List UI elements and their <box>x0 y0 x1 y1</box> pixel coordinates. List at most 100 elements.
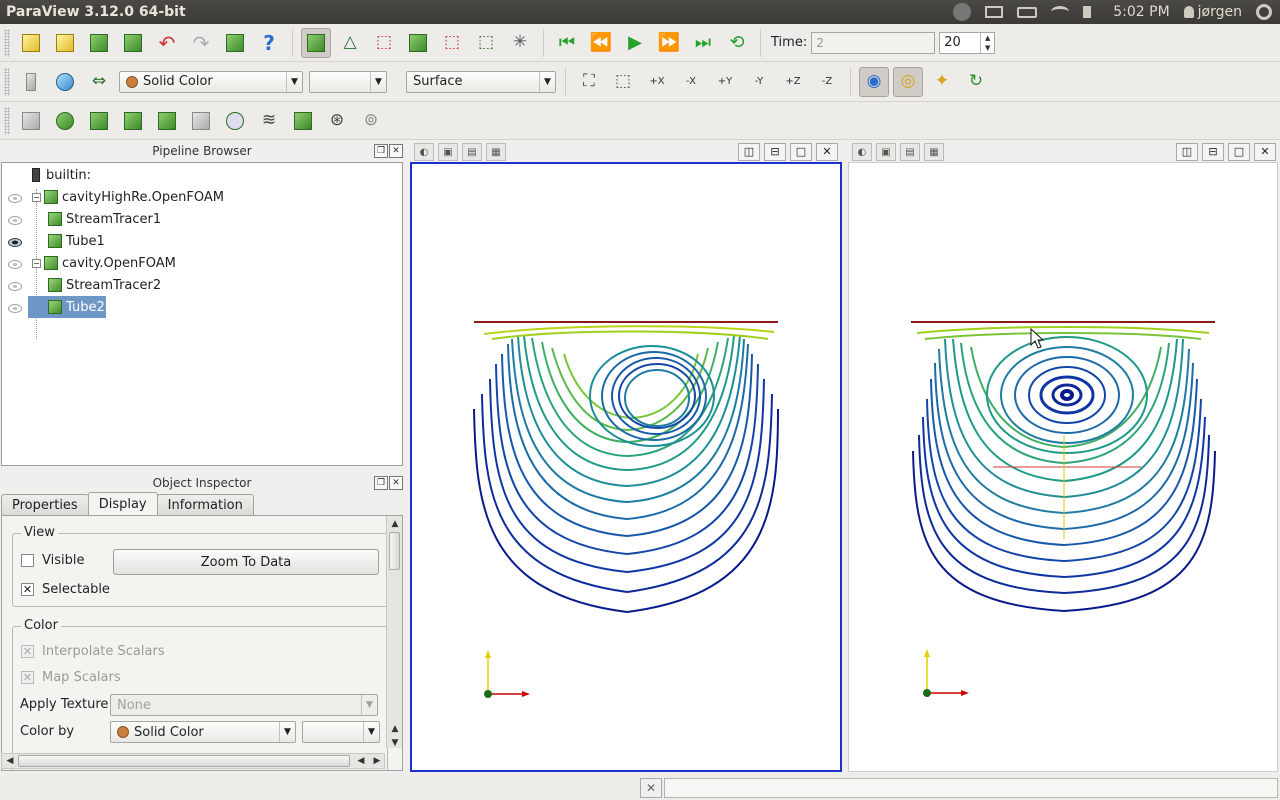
extract-subset-button[interactable] <box>186 106 216 136</box>
spotify-icon[interactable] <box>953 3 972 21</box>
select-block-button[interactable]: ⬚ <box>471 28 501 58</box>
render-canvas-2[interactable] <box>849 163 1277 769</box>
toggle-color-legend-button[interactable] <box>16 67 46 97</box>
abort-icon[interactable]: ✕ <box>640 778 662 798</box>
previous-frame-button[interactable]: ⏪ <box>586 28 616 58</box>
split-vertical-icon[interactable]: ⊟ <box>764 143 786 161</box>
split-horizontal-icon[interactable]: ◫ <box>738 143 760 161</box>
open-button[interactable] <box>16 28 46 58</box>
user-menu[interactable]: jørgen <box>1183 4 1242 20</box>
spin-arrows[interactable]: ▲ ▼ <box>980 32 994 53</box>
tree-item-streamtracer2[interactable]: StreamTracer2 <box>48 274 161 296</box>
toolbar-grip[interactable] <box>4 28 10 57</box>
color-component-combo[interactable]: ▼ <box>302 721 380 743</box>
representation-combo[interactable]: Surface ▼ <box>406 70 556 93</box>
redo-button[interactable]: ↷ <box>186 28 216 58</box>
view-spreadsheet-icon[interactable]: ▤ <box>462 143 482 161</box>
collapse-icon[interactable]: − <box>32 192 41 202</box>
reset-center-button[interactable]: ◎ <box>893 66 923 97</box>
inspector-vertical-scrollbar[interactable]: ▲ ▲ ▼ <box>386 516 402 748</box>
color-by-panel-combo[interactable]: Solid Color ▼ <box>110 721 296 743</box>
volume-icon[interactable] <box>1083 6 1099 18</box>
tree-item-tube1[interactable]: Tube1 <box>48 230 105 252</box>
battery-icon[interactable] <box>1017 6 1038 18</box>
color-by-combo[interactable]: Solid Color ▼ <box>119 70 303 93</box>
tab-properties[interactable]: Properties <box>1 494 89 516</box>
calculator-button[interactable] <box>16 106 46 136</box>
toolbar-grip[interactable] <box>4 67 10 96</box>
view-capture-icon[interactable]: ▣ <box>438 143 458 161</box>
group-datasets-button[interactable]: ⊛ <box>322 106 352 136</box>
rescale-range-button[interactable]: ⇔ <box>84 67 114 97</box>
view-minus-y-button[interactable]: -Y <box>744 67 774 97</box>
pick-center-button[interactable]: ✦ <box>927 67 957 97</box>
next-frame-button[interactable]: ⏩ <box>654 28 684 58</box>
select-cells-on-button[interactable]: △ <box>335 28 365 58</box>
disconnect-button[interactable] <box>118 28 148 58</box>
slice-button[interactable] <box>118 106 148 136</box>
map-scalars-row[interactable]: ✕ Map Scalars <box>21 670 121 685</box>
interpolate-scalars-checkbox[interactable]: ✕ <box>21 645 34 658</box>
scroll-left-icon[interactable]: ◀ <box>357 756 365 766</box>
tree-item-streamtracer1[interactable]: StreamTracer1 <box>48 208 161 230</box>
clip-button[interactable] <box>84 106 114 136</box>
maximize-icon[interactable]: □ <box>1228 143 1250 161</box>
edit-color-map-button[interactable] <box>50 67 80 97</box>
help-button[interactable]: ? <box>254 28 284 58</box>
glyph-button[interactable] <box>220 106 250 136</box>
tree-item-cavityhighre[interactable]: − cavityHighRe.OpenFOAM <box>32 186 224 208</box>
tab-information[interactable]: Information <box>156 494 254 516</box>
show-center-button[interactable]: ◉ <box>859 66 889 97</box>
tree-item-tube2[interactable]: Tube2 <box>28 296 106 318</box>
open-recent-button[interactable] <box>50 28 80 58</box>
selectable-checkbox[interactable]: ✕ <box>21 583 34 596</box>
interact-button[interactable] <box>301 27 331 58</box>
zoom-to-data-button[interactable]: Zoom To Data <box>113 549 379 575</box>
first-frame-button[interactable]: ⏮ <box>552 28 582 58</box>
visible-checkbox[interactable] <box>21 554 34 567</box>
float-pane-icon[interactable]: ❐ <box>374 144 388 158</box>
eye-icon[interactable] <box>8 194 22 203</box>
maximize-icon[interactable]: □ <box>790 143 812 161</box>
visible-checkbox-row[interactable]: Visible <box>21 553 84 568</box>
interpolate-scalars-row[interactable]: ✕ Interpolate Scalars <box>21 644 165 659</box>
view-minus-z-button[interactable]: -Z <box>812 67 842 97</box>
tree-item-cavity[interactable]: − cavity.OpenFOAM <box>32 252 176 274</box>
float-pane-icon[interactable]: ❐ <box>374 476 388 490</box>
tab-display[interactable]: Display <box>87 492 158 516</box>
selectable-checkbox-row[interactable]: ✕ Selectable <box>21 582 110 597</box>
session-gear-icon[interactable] <box>1256 4 1272 20</box>
view-plus-x-button[interactable]: +X <box>642 67 672 97</box>
view-camera-icon[interactable]: ◐ <box>414 143 434 161</box>
scroll-up-icon[interactable]: ▲ <box>391 724 399 734</box>
scroll-right-icon[interactable]: ▶ <box>373 756 381 766</box>
view-minus-x-button[interactable]: -X <box>676 67 706 97</box>
close-view-icon[interactable]: ✕ <box>816 143 838 161</box>
eye-icon[interactable] <box>8 282 22 291</box>
view-plus-z-button[interactable]: +Z <box>778 67 808 97</box>
threshold-button[interactable] <box>152 106 182 136</box>
inspector-horizontal-scrollbar[interactable]: ◀ ◀ ▶ <box>1 753 385 769</box>
view-selection-icon[interactable]: ▦ <box>924 143 944 161</box>
clock[interactable]: 5:02 PM <box>1113 4 1170 20</box>
scroll-up-icon[interactable]: ▲ <box>391 519 399 529</box>
tree-item-builtin[interactable]: builtin: <box>32 164 91 186</box>
stream-tracer-button[interactable]: ≋ <box>254 106 284 136</box>
apply-texture-combo[interactable]: None ▼ <box>110 694 378 716</box>
mail-icon[interactable] <box>985 6 1004 18</box>
view-spreadsheet-icon[interactable]: ▤ <box>900 143 920 161</box>
time-input[interactable]: 2 <box>811 31 936 54</box>
reset-camera-button[interactable]: ⛶ <box>574 67 604 97</box>
select-cells-through-button[interactable] <box>403 28 433 58</box>
connect-button[interactable] <box>84 28 114 58</box>
extract-level-button[interactable]: ⊚ <box>356 106 386 136</box>
timestep-spinbox[interactable]: 20 ▲ ▼ <box>939 31 996 54</box>
eye-icon[interactable] <box>8 260 22 269</box>
scroll-thumb[interactable] <box>389 532 400 570</box>
view-camera-icon[interactable]: ◐ <box>852 143 872 161</box>
scroll-thumb[interactable] <box>18 755 350 767</box>
eye-icon-visible[interactable] <box>8 238 22 247</box>
collapse-icon[interactable]: − <box>32 258 41 268</box>
component-combo[interactable]: ▼ <box>309 70 387 93</box>
scroll-down-icon[interactable]: ▼ <box>391 738 399 748</box>
